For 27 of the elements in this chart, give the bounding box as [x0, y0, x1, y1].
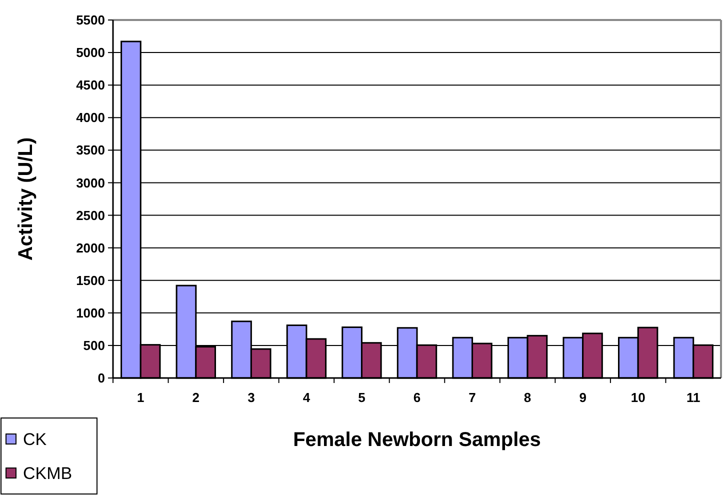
x-tick-label: 7 [468, 390, 476, 405]
x-tick-label: 4 [302, 390, 311, 405]
x-axis-title: Female Newborn Samples [293, 429, 541, 451]
x-tick-label: 2 [192, 390, 200, 405]
y-tick-label: 4500 [76, 78, 105, 93]
y-axis-title: Activity (U/L) [15, 137, 37, 261]
x-tick-label: 6 [413, 390, 421, 405]
y-tick-label: 3000 [76, 175, 105, 190]
y-tick-label: 500 [83, 338, 105, 354]
y-tick-label: 2500 [76, 208, 105, 223]
x-tick-label: 5 [358, 390, 366, 405]
y-tick-label: 1000 [76, 305, 105, 320]
y-tick-label: 5000 [76, 45, 105, 60]
legend-label: CKMB [23, 464, 72, 483]
x-tick-label: 11 [686, 390, 700, 405]
y-tick-label: 5500 [76, 12, 105, 28]
x-tick-label: 3 [248, 390, 255, 405]
y-tick-label: 2000 [76, 240, 105, 256]
x-tick-label: 9 [579, 390, 586, 405]
x-tick-label: 1 [137, 390, 144, 405]
y-tick-label: 4000 [76, 110, 105, 126]
y-tick-label: 1500 [76, 272, 105, 288]
x-tick-label: 10 [630, 390, 646, 405]
x-tick-label: 8 [524, 390, 532, 405]
legend-label: CK [23, 430, 48, 449]
y-tick-label: 3500 [76, 142, 105, 158]
y-tick-label: 0 [98, 370, 105, 386]
